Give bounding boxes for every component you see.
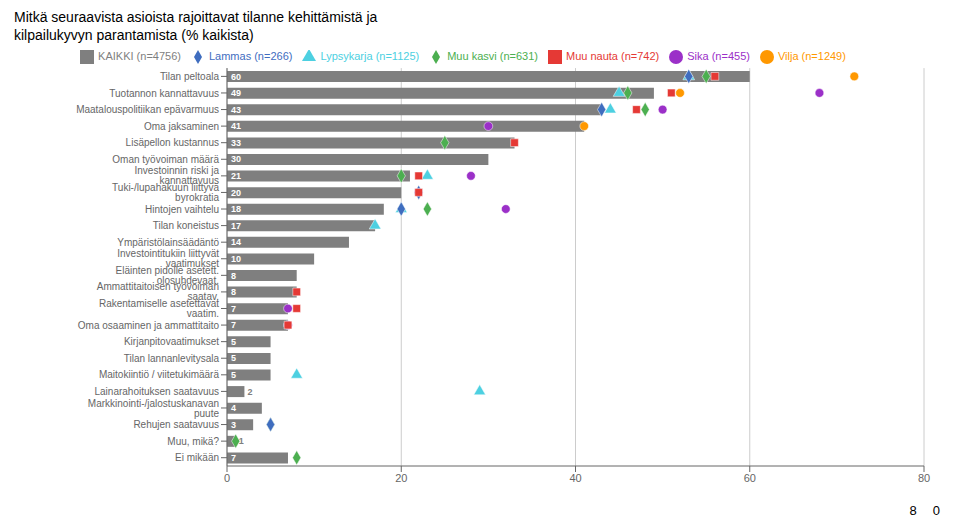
- svg-text:17: 17: [231, 221, 241, 231]
- svg-text:8: 8: [231, 287, 236, 297]
- svg-text:8: 8: [231, 271, 236, 281]
- svg-text:43: 43: [231, 105, 241, 115]
- svg-text:Maitokiintiö / viitetukimäärä: Maitokiintiö / viitetukimäärä: [99, 369, 219, 380]
- svg-text:Hintojen vaihtelu: Hintojen vaihtelu: [145, 204, 219, 215]
- svg-text:0: 0: [224, 472, 230, 484]
- svg-text:49: 49: [231, 88, 241, 98]
- svg-text:Tuotannon kannattavuus: Tuotannon kannattavuus: [109, 88, 219, 99]
- svg-text:21: 21: [231, 171, 241, 181]
- svg-text:Tilan koneistus: Tilan koneistus: [153, 220, 219, 231]
- svg-text:Oman työvoiman määrä: Oman työvoiman määrä: [112, 154, 219, 165]
- svg-text:7: 7: [231, 304, 236, 314]
- svg-text:Tilan peltoala: Tilan peltoala: [160, 71, 220, 82]
- svg-text:60: 60: [744, 472, 756, 484]
- svg-text:Tuki-/lupahakuun liittyväbyrok: Tuki-/lupahakuun liittyväbyrokratia: [112, 182, 219, 203]
- svg-text:41: 41: [231, 121, 241, 131]
- svg-text:60: 60: [231, 72, 241, 82]
- svg-text:Oma jaksaminen: Oma jaksaminen: [144, 121, 219, 132]
- svg-text:14: 14: [231, 237, 241, 247]
- svg-text:Markkinointi-/jalostuskanavanp: Markkinointi-/jalostuskanavanpuute: [88, 398, 220, 419]
- svg-text:18: 18: [231, 204, 241, 214]
- svg-text:7: 7: [231, 320, 236, 330]
- svg-text:Ympäristölainsäädäntö: Ympäristölainsäädäntö: [117, 237, 219, 248]
- svg-text:30: 30: [231, 154, 241, 164]
- svg-text:7: 7: [231, 453, 236, 463]
- svg-text:5: 5: [231, 353, 236, 363]
- svg-text:Tilan lannanlevitysala: Tilan lannanlevitysala: [124, 353, 220, 364]
- svg-text:4: 4: [231, 403, 236, 413]
- svg-text:3: 3: [231, 420, 236, 430]
- svg-text:5: 5: [231, 337, 236, 347]
- svg-text:2: 2: [247, 387, 252, 397]
- svg-text:Lisäpellon kustannus: Lisäpellon kustannus: [126, 137, 219, 148]
- svg-text:20: 20: [395, 472, 407, 484]
- svg-text:20: 20: [231, 188, 241, 198]
- svg-text:33: 33: [231, 138, 241, 148]
- svg-text:Ei mikään: Ei mikään: [175, 452, 219, 463]
- svg-text:5: 5: [231, 370, 236, 380]
- svg-text:Oma osaaminen ja ammattitaito: Oma osaaminen ja ammattitaito: [78, 320, 220, 331]
- svg-text:80: 80: [918, 472, 930, 484]
- svg-text:Rakentamiselle asetettavatvaat: Rakentamiselle asetettavatvaatim.: [99, 298, 219, 319]
- svg-text:1: 1: [239, 436, 244, 446]
- svg-text:Rehujen saatavuus: Rehujen saatavuus: [133, 419, 219, 430]
- svg-text:Lainarahoituksen saatavuus: Lainarahoituksen saatavuus: [94, 386, 219, 397]
- svg-text:40: 40: [569, 472, 581, 484]
- svg-text:Maatalouspolitiikan epävarmuus: Maatalouspolitiikan epävarmuus: [76, 104, 219, 115]
- svg-text:Muu, mikä?: Muu, mikä?: [167, 436, 219, 447]
- svg-text:Kirjanpitovaatimukset: Kirjanpitovaatimukset: [124, 336, 219, 347]
- svg-text:10: 10: [231, 254, 241, 264]
